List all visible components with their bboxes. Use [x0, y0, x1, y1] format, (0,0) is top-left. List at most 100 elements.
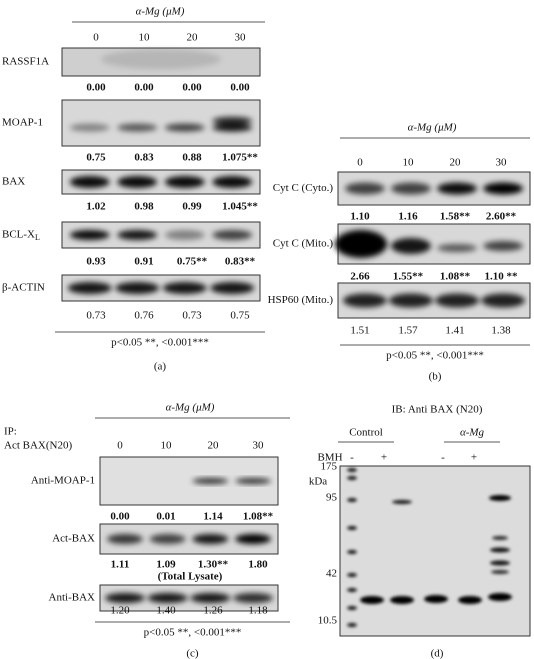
band — [69, 123, 110, 132]
band — [164, 123, 205, 132]
reagent: BMH — [317, 452, 342, 464]
bands — [67, 282, 255, 294]
group: Control — [349, 427, 383, 439]
band — [437, 244, 478, 252]
value: 0.83 — [134, 152, 154, 164]
value: 1.075** — [222, 152, 258, 164]
band — [392, 500, 412, 504]
bands — [69, 116, 253, 132]
band — [192, 534, 229, 544]
value: 1.18 — [248, 605, 268, 617]
bands — [69, 176, 253, 188]
marker: 10.5 — [318, 615, 338, 627]
dose: 0 — [93, 32, 99, 44]
band — [489, 495, 511, 501]
bands — [192, 478, 272, 484]
band — [149, 534, 186, 544]
band — [212, 230, 253, 240]
band — [235, 478, 272, 484]
group: α-Mg — [460, 427, 485, 439]
row-label: Act-BAX — [52, 533, 95, 545]
value: 1.02 — [86, 201, 106, 213]
value: 0.00 — [230, 82, 250, 94]
ladder-band — [347, 468, 357, 472]
dose: 20 — [450, 157, 462, 169]
value: 0.76 — [134, 310, 154, 322]
ladder-band — [347, 623, 357, 627]
row-label: β-ACTIN — [2, 282, 45, 294]
ladder-band — [347, 526, 357, 530]
band — [388, 293, 433, 308]
value: 0.01 — [156, 511, 175, 523]
band — [435, 293, 480, 308]
value: 1.20 — [110, 605, 130, 617]
dose: 20 — [187, 32, 199, 44]
band — [342, 293, 387, 308]
band — [233, 593, 274, 603]
band — [490, 560, 510, 566]
row-label: Anti-MOAP-1 — [31, 475, 95, 487]
band — [390, 182, 431, 195]
ladder-band — [347, 606, 357, 610]
bands — [347, 468, 512, 627]
dose: 30 — [253, 440, 265, 452]
band — [344, 182, 385, 195]
band — [164, 176, 205, 188]
treatment: α-Mg (μM) — [408, 122, 457, 134]
unit: kDa — [309, 476, 327, 488]
footnote: p<0.05 **, <0.001*** — [386, 350, 484, 362]
band — [490, 547, 510, 553]
value: 0.73 — [86, 310, 106, 322]
band — [360, 596, 384, 604]
caption: (a) — [154, 361, 167, 373]
dose: 0 — [117, 440, 123, 452]
band — [488, 593, 512, 601]
band — [117, 123, 158, 132]
value: 1.55** — [393, 271, 424, 283]
value: 0.75 — [230, 310, 250, 322]
footnote: p<0.05 **, <0.001*** — [111, 337, 209, 349]
value: 0.93 — [86, 256, 106, 268]
value: 0.00 — [110, 511, 130, 523]
sign: + — [381, 452, 387, 464]
band — [212, 123, 253, 132]
value: 1.51 — [350, 325, 369, 337]
band — [212, 176, 253, 188]
value: 1.045** — [222, 201, 258, 213]
dose: 30 — [235, 32, 247, 44]
value: 1.38 — [491, 325, 511, 337]
band — [117, 230, 158, 240]
value: 0.83** — [225, 256, 256, 268]
value: 1.16 — [398, 211, 418, 223]
band — [147, 593, 188, 603]
band — [117, 176, 158, 188]
sign: - — [441, 452, 445, 464]
bands — [344, 182, 524, 195]
footnote: p<0.05 **, <0.001*** — [144, 627, 242, 639]
band — [437, 182, 478, 195]
band — [69, 230, 110, 240]
treatment: α-Mg (μM) — [136, 6, 185, 18]
marker: 175 — [321, 461, 338, 473]
band — [104, 593, 145, 603]
value: 1.10 — [350, 211, 370, 223]
row-label: BAX — [2, 176, 25, 188]
value: 1.08** — [440, 271, 471, 283]
section: (Total Lysate) — [158, 571, 223, 583]
value: 0.88 — [182, 152, 202, 164]
value: 1.30** — [198, 559, 229, 571]
value: 0.99 — [182, 201, 202, 213]
caption: (c) — [186, 648, 199, 659]
value: 1.41 — [445, 325, 464, 337]
value: 1.58** — [440, 211, 471, 223]
band — [335, 230, 388, 258]
sign: - — [350, 452, 354, 464]
value: 0.75 — [86, 152, 106, 164]
ladder-band — [347, 476, 357, 480]
band — [483, 241, 524, 251]
value: 0.00 — [182, 82, 202, 94]
value: 1.14 — [203, 511, 223, 523]
value: 1.40 — [156, 605, 176, 617]
caption: (d) — [431, 648, 444, 659]
